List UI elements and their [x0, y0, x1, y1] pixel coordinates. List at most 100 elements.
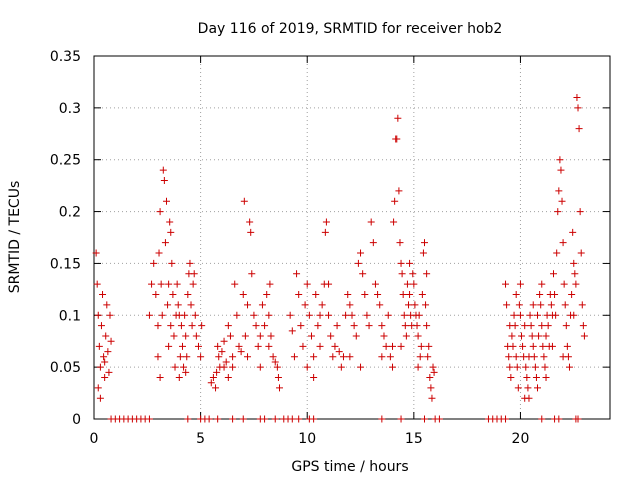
data-point — [183, 353, 191, 361]
data-point — [503, 301, 511, 309]
data-point — [222, 358, 230, 366]
data-point — [107, 337, 115, 345]
data-point — [576, 208, 584, 216]
data-point — [577, 249, 585, 257]
data-point — [505, 353, 513, 361]
x-tick-label: 20 — [512, 431, 530, 447]
data-point — [159, 166, 167, 174]
data-point — [192, 332, 200, 340]
data-point — [316, 311, 324, 319]
data-point — [310, 415, 318, 423]
y-tick-label: 0.1 — [59, 308, 81, 324]
data-point — [397, 415, 405, 423]
data-point — [214, 342, 222, 350]
data-point — [560, 280, 568, 288]
data-point — [420, 239, 428, 247]
data-point — [350, 322, 358, 330]
data-point — [325, 280, 333, 288]
data-point — [100, 353, 108, 361]
data-point — [419, 249, 427, 257]
data-point — [176, 353, 184, 361]
data-point — [551, 291, 559, 299]
y-tick-label: 0 — [72, 412, 81, 428]
data-point — [244, 353, 252, 361]
data-point — [96, 394, 104, 402]
data-point — [246, 218, 254, 226]
data-point — [240, 197, 248, 205]
data-point — [329, 353, 337, 361]
data-point — [534, 384, 542, 392]
plot-frame — [93, 55, 611, 420]
data-point — [542, 332, 550, 340]
data-point — [189, 280, 197, 288]
data-point — [526, 311, 534, 319]
data-point — [563, 342, 571, 350]
data-point — [247, 228, 255, 236]
data-point — [506, 363, 514, 371]
data-point — [435, 415, 443, 423]
data-point — [273, 363, 281, 371]
data-point — [510, 311, 518, 319]
data-point — [169, 291, 177, 299]
data-point — [167, 228, 175, 236]
data-point — [557, 166, 565, 174]
data-point — [414, 332, 422, 340]
data-point — [418, 291, 426, 299]
data-point — [363, 311, 371, 319]
data-point — [93, 280, 101, 288]
data-point — [409, 270, 417, 278]
data-point — [170, 332, 178, 340]
data-point — [156, 208, 164, 216]
data-point — [241, 332, 249, 340]
data-point — [213, 368, 221, 376]
data-point — [426, 374, 434, 382]
data-point — [184, 291, 192, 299]
data-point — [250, 311, 258, 319]
data-point — [205, 415, 213, 423]
data-point — [224, 322, 232, 330]
data-point — [536, 291, 544, 299]
data-point — [540, 353, 548, 361]
data-point — [359, 270, 367, 278]
data-point — [523, 374, 531, 382]
data-point — [559, 239, 567, 247]
data-point — [182, 332, 190, 340]
data-point — [167, 322, 175, 330]
data-point — [274, 374, 282, 382]
data-point — [346, 353, 354, 361]
data-point — [542, 374, 550, 382]
data-point — [382, 342, 390, 350]
data-point — [186, 259, 194, 267]
data-point — [570, 259, 578, 267]
data-point — [395, 187, 403, 195]
y-tick-label: 0.05 — [50, 360, 81, 376]
data-point — [365, 322, 373, 330]
data-point — [354, 259, 362, 267]
data-point — [333, 322, 341, 330]
data-point — [396, 239, 404, 247]
data-point — [553, 249, 561, 257]
data-point — [371, 280, 379, 288]
gridlines — [94, 56, 610, 419]
data-point — [207, 379, 215, 387]
data-point — [521, 394, 529, 402]
data-point — [556, 156, 564, 164]
data-point — [413, 322, 421, 330]
data-point — [401, 322, 409, 330]
data-point — [190, 270, 198, 278]
data-point — [166, 218, 174, 226]
data-point — [239, 415, 247, 423]
data-point — [301, 301, 309, 309]
data-point — [295, 415, 303, 423]
data-point — [508, 332, 516, 340]
data-point — [513, 363, 521, 371]
data-point — [248, 270, 256, 278]
data-point — [521, 322, 529, 330]
data-point — [335, 348, 343, 356]
data-point — [558, 197, 566, 205]
data-point — [231, 280, 239, 288]
data-point — [239, 291, 247, 299]
data-point — [178, 342, 186, 350]
data-point — [173, 280, 181, 288]
data-point — [160, 176, 168, 184]
